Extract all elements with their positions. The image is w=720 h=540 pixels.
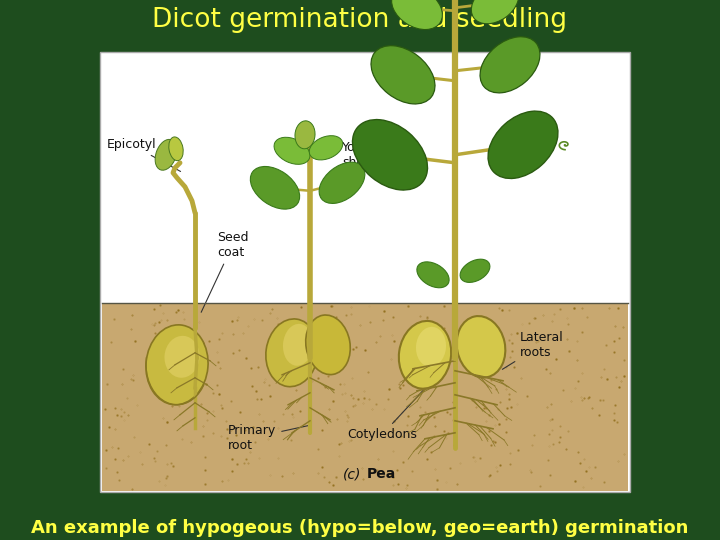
Ellipse shape	[274, 137, 310, 164]
Ellipse shape	[283, 324, 313, 366]
Text: Lateral
roots: Lateral roots	[503, 331, 564, 369]
Ellipse shape	[371, 46, 435, 104]
Ellipse shape	[460, 259, 490, 282]
Bar	[100, 52, 630, 492]
Ellipse shape	[319, 162, 365, 204]
Ellipse shape	[266, 319, 318, 387]
Text: (c): (c)	[343, 467, 361, 481]
Bar	[102, 303, 628, 491]
Text: Dicot germination and seedling: Dicot germination and seedling	[153, 7, 567, 33]
Ellipse shape	[416, 327, 446, 367]
Ellipse shape	[251, 166, 300, 209]
Ellipse shape	[295, 121, 315, 149]
Ellipse shape	[310, 136, 343, 160]
Ellipse shape	[480, 37, 540, 93]
Text: Cotyledons: Cotyledons	[347, 367, 445, 441]
Ellipse shape	[417, 262, 449, 288]
Ellipse shape	[392, 0, 442, 30]
Ellipse shape	[306, 315, 351, 375]
Text: An example of hypogeous (hypo=below, geo=earth) germination: An example of hypogeous (hypo=below, geo…	[31, 519, 689, 537]
Ellipse shape	[353, 119, 428, 190]
Text: Young
shoot: Young shoot	[318, 141, 379, 169]
Ellipse shape	[472, 0, 518, 24]
Text: Seed
coat: Seed coat	[201, 231, 248, 312]
Text: Primary
root: Primary root	[228, 424, 310, 452]
Ellipse shape	[456, 316, 505, 377]
Ellipse shape	[399, 321, 451, 389]
Text: Epicotyl: Epicotyl	[107, 138, 181, 172]
Ellipse shape	[155, 139, 177, 170]
Text: Pea: Pea	[367, 467, 396, 481]
Ellipse shape	[164, 336, 199, 378]
Ellipse shape	[168, 137, 183, 161]
Ellipse shape	[488, 111, 558, 179]
Ellipse shape	[146, 325, 208, 405]
